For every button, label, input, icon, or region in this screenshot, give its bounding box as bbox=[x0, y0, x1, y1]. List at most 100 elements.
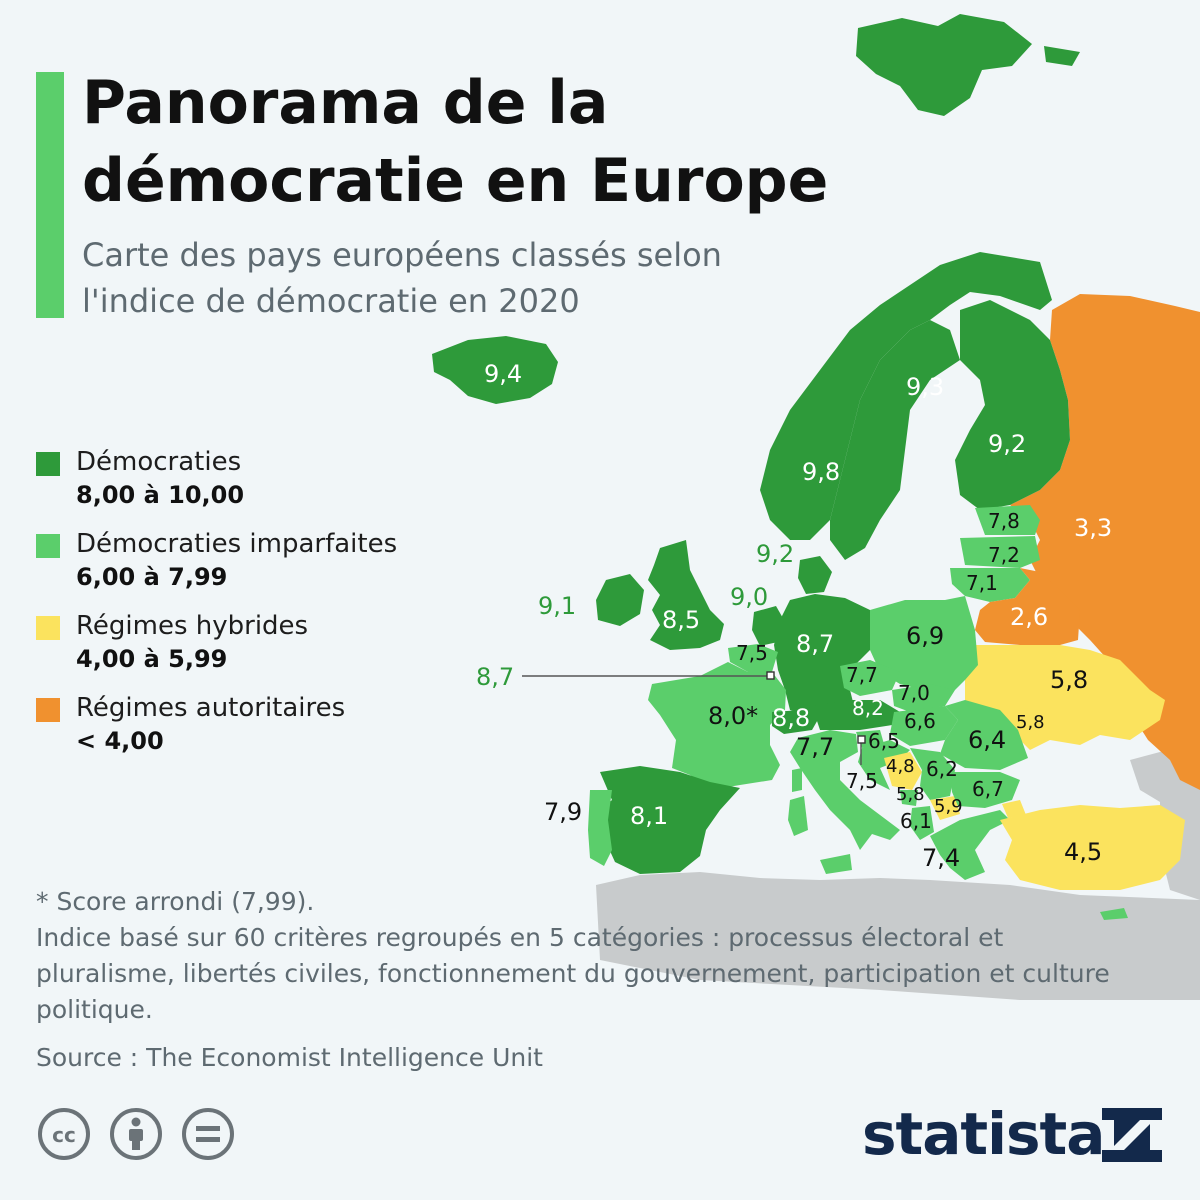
license-icons: cc bbox=[38, 1108, 234, 1160]
svalbard-shape bbox=[856, 14, 1032, 116]
legend-item-flawed-democracies: Démocraties imparfaites 6,00 à 7,99 bbox=[36, 528, 398, 610]
legend-item-authoritarian-regimes: Régimes autoritaires < 4,00 bbox=[36, 692, 396, 774]
iceland-shape bbox=[432, 336, 558, 404]
finland-shape bbox=[955, 300, 1070, 510]
luxembourg-marker bbox=[766, 671, 775, 680]
score-ireland: 9,1 bbox=[538, 592, 576, 620]
score-portugal: 7,9 bbox=[544, 798, 582, 826]
score-finland: 9,2 bbox=[988, 430, 1026, 458]
croatia-shape bbox=[858, 740, 910, 790]
sardinia-shape bbox=[788, 796, 808, 836]
score-croatia: 6,5 bbox=[868, 729, 900, 753]
belgium-shape bbox=[728, 644, 778, 672]
legend-label: Régimes hybrides bbox=[76, 611, 309, 641]
source-note: Source : The Economist Intelligence Unit bbox=[36, 1043, 543, 1072]
page-subtitle: Carte des pays européens classés selon l… bbox=[82, 236, 722, 320]
czechia-shape bbox=[840, 660, 900, 696]
sweden-shape bbox=[830, 320, 960, 560]
score-czechia: 7,7 bbox=[846, 663, 878, 687]
attribution-icon[interactable] bbox=[110, 1108, 162, 1160]
belarus-shape bbox=[975, 568, 1080, 645]
notes: * Score arrondi (7,99). Indice basé sur … bbox=[36, 884, 1136, 1076]
statista-brand[interactable]: statista bbox=[862, 1100, 1172, 1168]
lithuania-shape bbox=[950, 568, 1030, 602]
score-spain: 8,1 bbox=[630, 802, 668, 830]
leader-lines bbox=[522, 675, 862, 765]
greece-shape bbox=[930, 810, 1010, 880]
cc-icon[interactable]: cc bbox=[38, 1108, 90, 1160]
methodology-note: Indice basé sur 60 critères regroupés en… bbox=[36, 923, 1110, 1024]
score-france: 8,0* bbox=[708, 702, 758, 730]
score-belarus: 2,6 bbox=[1010, 603, 1048, 631]
score-moldova: 5,8 bbox=[1016, 712, 1045, 733]
russia-shape bbox=[1010, 294, 1200, 790]
score-latvia: 7,2 bbox=[988, 543, 1020, 567]
score-sweden: 9,3 bbox=[906, 373, 944, 401]
score-albania: 6,1 bbox=[900, 809, 932, 833]
france-shape bbox=[648, 662, 786, 790]
score-italy: 7,7 bbox=[796, 733, 834, 761]
turkey-thrace-shape bbox=[1002, 800, 1026, 818]
score-slovenia: 7,5 bbox=[846, 769, 878, 793]
legend-range: 6,00 à 7,99 bbox=[76, 563, 228, 591]
sicily-shape bbox=[820, 854, 852, 874]
north-africa-land bbox=[596, 872, 1200, 1000]
score-uk: 8,5 bbox=[662, 606, 700, 634]
legend-item-hybrid-regimes: Régimes hybrides 4,00 à 5,99 bbox=[36, 610, 396, 692]
cyprus-shape bbox=[1100, 908, 1128, 920]
legend-swatch bbox=[36, 698, 60, 722]
denmark-shape bbox=[798, 556, 832, 594]
score-north-macedonia: 5,9 bbox=[934, 796, 963, 817]
serbia-shape bbox=[910, 748, 955, 800]
legend-swatch bbox=[36, 616, 60, 640]
hungary-shape bbox=[890, 706, 958, 746]
legend-swatch bbox=[36, 534, 60, 558]
score-greece: 7,4 bbox=[922, 844, 960, 872]
score-luxembourg: 8,7 bbox=[476, 663, 514, 691]
latvia-shape bbox=[960, 536, 1040, 568]
switzerland-shape bbox=[772, 710, 820, 734]
score-lithuania: 7,1 bbox=[966, 571, 998, 595]
score-norway: 9,8 bbox=[802, 458, 840, 486]
footnote: * Score arrondi (7,99). bbox=[36, 887, 315, 916]
score-serbia: 6,2 bbox=[926, 757, 958, 781]
score-slovakia: 7,0 bbox=[898, 681, 930, 705]
legend-label: Régimes autoritaires bbox=[76, 693, 346, 723]
svg-text:cc: cc bbox=[52, 1123, 76, 1147]
score-ukraine: 5,8 bbox=[1050, 666, 1088, 694]
corsica-shape bbox=[792, 768, 802, 792]
poland-shape bbox=[870, 596, 978, 692]
estonia-shape bbox=[975, 505, 1040, 535]
score-netherlands: 9,0 bbox=[730, 583, 768, 611]
spain-shape bbox=[600, 766, 740, 874]
accent-bar bbox=[36, 72, 64, 318]
no-derivatives-icon[interactable] bbox=[182, 1108, 234, 1160]
portugal-shape bbox=[588, 790, 612, 866]
turkey-shape bbox=[1000, 805, 1185, 890]
albania-shape bbox=[910, 806, 934, 840]
score-hungary: 6,6 bbox=[904, 709, 936, 733]
uk-shape bbox=[648, 540, 724, 650]
score-switzerland: 8,8 bbox=[772, 704, 810, 732]
score-turkey: 4,5 bbox=[1064, 838, 1102, 866]
netherlands-shape bbox=[752, 606, 784, 646]
slovenia-marker bbox=[857, 735, 866, 744]
ireland-shape bbox=[596, 574, 644, 626]
score-montenegro: 5,8 bbox=[896, 784, 925, 805]
bulgaria-shape bbox=[950, 772, 1020, 808]
score-denmark: 9,2 bbox=[756, 540, 794, 568]
legend-label: Démocraties imparfaites bbox=[76, 529, 398, 559]
score-germany: 8,7 bbox=[796, 630, 834, 658]
ukraine-shape bbox=[965, 645, 1165, 750]
bosnia-shape bbox=[884, 752, 922, 790]
italy-shape bbox=[790, 730, 900, 850]
norway-shape bbox=[760, 252, 1052, 540]
score-poland: 6,9 bbox=[906, 622, 944, 650]
austria-shape bbox=[812, 700, 900, 730]
statista-logo-icon bbox=[1102, 1108, 1162, 1162]
legend-item-democracies: Démocraties 8,00 à 10,00 bbox=[36, 446, 396, 528]
north-macedonia-shape bbox=[930, 796, 960, 820]
score-estonia: 7,8 bbox=[988, 509, 1020, 533]
score-bosnia: 4,8 bbox=[886, 756, 915, 777]
legend: Démocraties 8,00 à 10,00 Démocraties imp… bbox=[36, 446, 398, 774]
